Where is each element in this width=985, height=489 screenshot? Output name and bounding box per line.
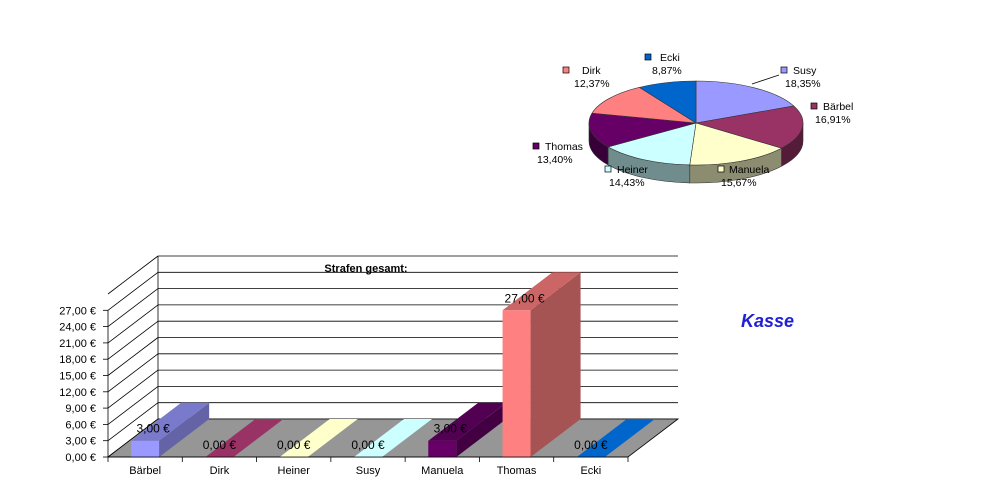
- data-label-ecki: 0,00 €: [574, 438, 608, 452]
- y-tick-label: 12,00 €: [59, 387, 96, 399]
- x-tick-label-dirk: Dirk: [210, 465, 230, 477]
- pie-value-heiner: 14,43%: [609, 177, 645, 189]
- pie-slice-thomas: [588, 112, 697, 148]
- side-label: Kasse: [741, 311, 795, 331]
- pie-label-manuela: Manuela: [729, 164, 769, 176]
- legend-marker-dirk: [562, 66, 570, 74]
- legend-marker-ecki: [644, 53, 652, 61]
- pie-label-bärbel: Bärbel: [823, 101, 853, 113]
- pie-sides: [588, 122, 804, 184]
- y-tick-label: 9,00 €: [65, 403, 96, 415]
- y-tick-label: 18,00 €: [59, 354, 96, 366]
- pie-slice-heiner: [607, 122, 697, 166]
- x-tick-label-heiner: Heiner: [278, 465, 311, 477]
- y-tick-label: 6,00 €: [65, 419, 96, 431]
- pie-slice-manuela: [689, 122, 783, 166]
- legend-marker-heiner: [604, 165, 612, 173]
- data-label-heiner: 0,00 €: [277, 438, 311, 452]
- x-tick-label-susy: Susy: [356, 465, 381, 477]
- bar-ecki: [576, 419, 655, 457]
- data-label-thomas: 27,00 €: [505, 291, 545, 305]
- bar-thomas: [502, 272, 581, 457]
- x-tick-label-thomas: Thomas: [497, 465, 537, 477]
- legend-marker-susy: [780, 66, 788, 74]
- data-label-susy: 0,00 €: [351, 438, 385, 452]
- pie-value-thomas: 13,40%: [537, 154, 573, 166]
- y-tick-label: 24,00 €: [59, 322, 96, 334]
- x-tick-label-bärbel: Bärbel: [129, 465, 161, 477]
- bar-chart: Strafen gesamt: 0,00 € 3,00 € 6,00 € 9,00 € 1…: [59, 255, 680, 477]
- pie-label-susy: Susy: [793, 65, 817, 77]
- pie-leader-line: [751, 74, 780, 85]
- pie-slice-ecki: [638, 80, 697, 124]
- x-tick-label-ecki: Ecki: [580, 465, 601, 477]
- pie-label-heiner: Heiner: [617, 164, 648, 176]
- pie-label-thomas: Thomas: [545, 141, 583, 153]
- data-label-dirk: 0,00 €: [203, 438, 237, 452]
- bar-chart-title: Strafen gesamt:: [324, 263, 407, 275]
- bar-susy: [354, 419, 432, 457]
- legend-marker-thomas: [532, 142, 540, 150]
- legend-marker-manuela: [717, 165, 725, 173]
- pie-slice-susy: [695, 80, 795, 124]
- data-label-bärbel: 3,00 €: [136, 422, 170, 436]
- pie-label-dirk: Dirk: [582, 65, 601, 77]
- bar-heiner: [279, 419, 358, 457]
- bar-manuela: [428, 402, 507, 457]
- pie-value-ecki: 8,87%: [652, 65, 682, 77]
- pie-value-dirk: 12,37%: [574, 78, 610, 90]
- legend-marker-bärbel: [810, 102, 818, 110]
- y-tick-label: 27,00 €: [59, 305, 96, 317]
- y-tick-label: 0,00 €: [65, 452, 96, 464]
- y-tick-label: 3,00 €: [65, 436, 96, 448]
- pie-value-manuela: 15,67%: [721, 177, 757, 189]
- pie-value-bärbel: 16,91%: [815, 114, 851, 126]
- pie-value-susy: 18,35%: [785, 78, 821, 90]
- x-tick-label-manuela: Manuela: [421, 465, 464, 477]
- y-tick-label: 21,00 €: [59, 338, 96, 350]
- bar-bärbel: [131, 402, 210, 457]
- y-tick-label: 15,00 €: [59, 371, 96, 383]
- pie-label-ecki: Ecki: [660, 52, 680, 64]
- data-label-manuela: 3,00 €: [434, 422, 468, 436]
- pie-slice-bärbel: [695, 105, 804, 149]
- bar-dirk: [205, 419, 284, 457]
- pie-slice-dirk: [591, 87, 697, 124]
